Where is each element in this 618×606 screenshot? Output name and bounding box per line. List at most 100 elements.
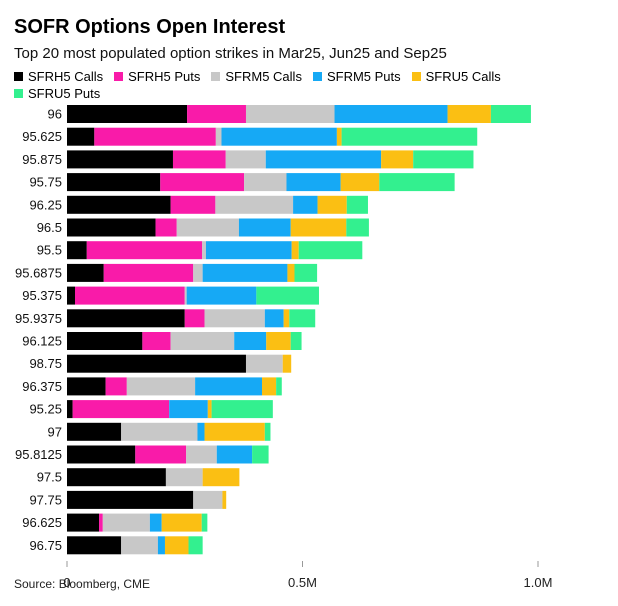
legend-label: SFRU5 Puts [28, 86, 101, 101]
bar-segment [86, 241, 203, 260]
bar-segment [261, 377, 277, 396]
bar-segment [67, 490, 194, 509]
legend-item: SFRM5 Calls [211, 68, 302, 85]
y-category-label: 96.375 [22, 379, 62, 394]
bar-segment [381, 150, 414, 169]
y-category-label: 95.6875 [15, 265, 62, 280]
bar-segment [67, 127, 95, 146]
bar-segment [67, 286, 76, 305]
bar-segment [161, 513, 202, 532]
bar-segment [334, 105, 448, 123]
bar-segment [170, 332, 235, 350]
bar-segment [222, 490, 227, 509]
bar-segment [121, 536, 158, 555]
x-tick-label: 0.5M [288, 575, 317, 590]
legend-label: SFRH5 Calls [28, 69, 104, 84]
bar-segment [172, 150, 226, 169]
y-category-label: 95.375 [22, 288, 62, 303]
bar-segment [245, 105, 335, 123]
bar-segment [340, 173, 380, 192]
legend-swatch [312, 72, 322, 81]
bar-segment [155, 218, 177, 237]
legend-swatch [211, 72, 221, 81]
bar-segment [265, 150, 382, 169]
bar-segment [67, 218, 156, 237]
y-category-label: 96.25 [29, 197, 62, 212]
bar-segment [72, 400, 170, 419]
bar-segment [286, 173, 341, 192]
y-category-label: 96 [48, 107, 62, 122]
y-category-label: 95.625 [22, 129, 62, 144]
bar-segment [193, 263, 203, 282]
bar-segment [94, 127, 216, 146]
y-category-label: 95.9375 [15, 311, 62, 326]
bar-segment [245, 354, 283, 373]
legend-swatch [14, 89, 23, 98]
y-category-label: 95.5 [37, 243, 62, 258]
bar-segment [276, 377, 282, 396]
y-category-label: 96.125 [22, 334, 62, 349]
bar-segment [379, 173, 455, 192]
bar-segment [67, 400, 73, 419]
bar-segment [67, 536, 122, 555]
bar-segment [186, 445, 217, 464]
bar-segment [238, 218, 291, 237]
bar-segment [287, 263, 295, 282]
bar-segment [252, 445, 269, 464]
bar-segment [67, 173, 161, 192]
bar-segment [67, 241, 87, 260]
bar-segment [264, 422, 271, 441]
bar-segment [121, 422, 198, 441]
bar-segment [336, 127, 342, 146]
bar-segment [67, 105, 188, 123]
legend-item: SFRM5 Puts [312, 68, 401, 85]
bar-segment [341, 127, 478, 146]
legend-label: SFRH5 Puts [128, 69, 201, 84]
bar-segment [256, 286, 319, 305]
bar-segment [216, 445, 253, 464]
bar-segment [207, 400, 212, 419]
bar-segment [165, 468, 203, 487]
bar-segment [67, 332, 143, 350]
bar-segment [170, 195, 216, 214]
chart-source: Source: Bloomberg, CME [14, 577, 151, 591]
bar-segment [205, 241, 292, 260]
bar-segment [195, 377, 262, 396]
bar-segment [202, 468, 240, 487]
bar-segment [103, 263, 194, 282]
legend-swatch [411, 72, 421, 81]
x-tick-label: 1.0M [524, 575, 553, 590]
bar-segment [176, 218, 239, 237]
y-category-label: 95.8125 [15, 447, 62, 462]
y-category-label: 97.5 [37, 470, 62, 485]
bar-segment [225, 150, 266, 169]
legend-swatch [14, 72, 23, 81]
bar-segment [289, 309, 316, 328]
bar-segment [346, 195, 368, 214]
bar-segment [67, 377, 106, 396]
bar-segment [75, 286, 185, 305]
legend-item: SFRH5 Puts [114, 68, 200, 85]
bar-segment [102, 513, 150, 532]
bar-segment [160, 173, 245, 192]
bar-segment [204, 309, 265, 328]
bar-segment [290, 218, 347, 237]
bar-segment [215, 127, 222, 146]
bar-segment [135, 445, 187, 464]
bar-segment [293, 195, 318, 214]
legend-item: SFRU5 Calls [411, 68, 501, 85]
bar-segment [346, 218, 369, 237]
bar-segment [282, 354, 292, 373]
bar-segment [149, 513, 162, 532]
bar-segment [164, 536, 189, 555]
bar-segment [157, 536, 165, 555]
bar-segment [188, 536, 203, 555]
chart-legend: SFRH5 Calls SFRH5 Puts SFRM5 Calls SFRM5 Pu… [14, 68, 574, 102]
bar-segment [244, 173, 287, 192]
bar-segment [184, 309, 205, 328]
y-category-label: 96.625 [22, 515, 62, 530]
bar-segment [67, 422, 122, 441]
chart-subtitle: Top 20 most populated option strikes in … [14, 45, 447, 62]
y-category-label: 97.75 [29, 492, 62, 507]
bar-segment [447, 105, 491, 123]
